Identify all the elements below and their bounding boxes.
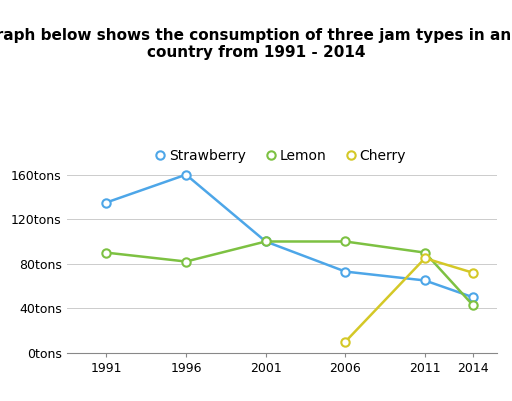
Strawberry [103,200,110,205]
Line: Strawberry: Strawberry [102,170,477,302]
Legend: Strawberry, Lemon, Cherry: Strawberry, Lemon, Cherry [152,143,412,168]
Cherry [470,270,476,275]
Lemon [422,250,428,255]
Lemon [263,239,269,244]
Lemon [470,303,476,308]
Strawberry [263,239,269,244]
Lemon [342,239,348,244]
Line: Lemon: Lemon [102,237,477,309]
Strawberry [342,269,348,274]
Lemon [103,250,110,255]
Line: Cherry: Cherry [341,254,477,346]
Cherry [422,256,428,261]
Strawberry [470,295,476,300]
Lemon [183,259,189,264]
Cherry [342,339,348,344]
Strawberry [183,172,189,177]
Strawberry [422,278,428,283]
Text: The graph below shows the consumption of three jam types in an Asian
country fro: The graph below shows the consumption of… [0,28,512,61]
